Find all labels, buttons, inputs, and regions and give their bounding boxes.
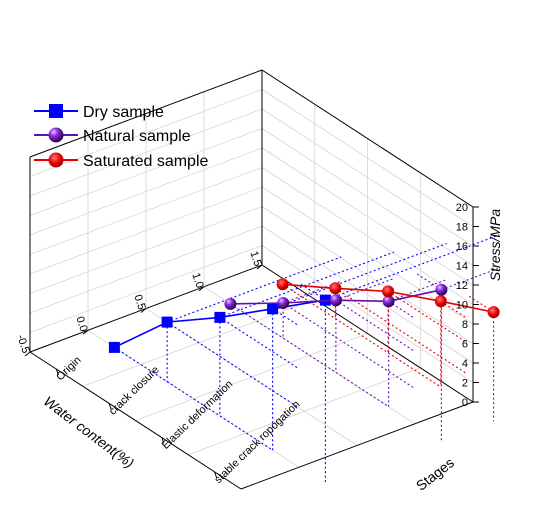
stress-tick-label: 0 <box>462 397 468 409</box>
data-point <box>329 294 342 307</box>
chart-frame <box>29 69 474 490</box>
stress-tick-label: 20 <box>456 202 468 214</box>
stress-tick-label: 12 <box>456 280 468 292</box>
frame-edge <box>29 351 242 490</box>
grid-line-stress <box>29 167 474 305</box>
drop-line <box>335 287 468 375</box>
water-tick-mark <box>82 329 89 335</box>
data-point <box>434 295 447 308</box>
grid-line-stress <box>29 128 474 266</box>
drop-line <box>219 251 395 318</box>
water-tick-mark <box>256 264 263 270</box>
water-tick-label: 1.0 <box>189 271 205 289</box>
data-point <box>108 341 120 353</box>
drop-line <box>282 280 342 304</box>
legend-label-natural: Natural sample <box>83 128 191 145</box>
stage-tick-mark <box>55 368 59 376</box>
legend-item-saturated: Saturated sample <box>34 152 209 170</box>
data-point <box>329 282 342 295</box>
stress-tick-label: 2 <box>462 378 468 390</box>
data-point <box>276 278 289 291</box>
data-point <box>487 306 500 319</box>
drop-line <box>388 279 447 302</box>
water-tick-mark <box>198 286 205 292</box>
legend-item-natural: Natural sample <box>34 127 191 145</box>
drop-line <box>166 321 300 409</box>
grid-line-water <box>203 91 416 425</box>
water-tick-label: -0.5 <box>14 333 31 355</box>
stage-tick-label: stable crack ropogation <box>212 398 302 486</box>
drop-line <box>325 234 500 301</box>
drop-line <box>219 316 300 370</box>
stage-tick-mark <box>214 471 218 479</box>
data-point <box>435 283 448 296</box>
water-tick-label: 0.0 <box>73 315 89 333</box>
data-point <box>214 311 226 323</box>
drop-line <box>335 299 416 353</box>
stages-axis-title: Stages <box>413 454 457 493</box>
legend: Dry sample Natural sample Saturated samp… <box>34 104 209 170</box>
drop-line <box>272 242 447 310</box>
data-point <box>267 303 279 315</box>
stress-tick-label: 18 <box>456 222 468 234</box>
stage-tick-mark <box>108 403 112 410</box>
data-point <box>277 297 290 309</box>
stress-axis-title: Stress/MPa <box>487 209 503 282</box>
stage-tick-mark <box>161 437 165 444</box>
series-layer <box>108 278 500 353</box>
data-point <box>161 316 173 328</box>
frame-edge <box>261 69 474 208</box>
legend-item-dry: Dry sample <box>34 104 164 121</box>
water-tick-mark <box>24 351 31 357</box>
legend-label-saturated: Saturated sample <box>83 153 209 170</box>
data-point <box>382 285 395 298</box>
frame-edge <box>29 69 263 158</box>
data-point <box>224 297 237 310</box>
stage-tick-label: Elastic deformation <box>160 378 236 452</box>
stress-tick-label: 6 <box>462 339 468 351</box>
stage-tick-label: crack closure <box>107 364 162 418</box>
stress-tick-label: 8 <box>462 319 468 331</box>
drop-line <box>441 267 500 291</box>
grid-line-stress <box>29 245 474 383</box>
drop-line <box>166 256 342 323</box>
stage-tick-label: Origin <box>54 354 83 383</box>
stress-tick-label: 10 <box>456 300 468 312</box>
water-tick-label: 1.5 <box>247 250 263 268</box>
stress-tick-label: 14 <box>456 261 468 273</box>
legend-label-dry: Dry sample <box>83 104 164 121</box>
drop-line <box>335 277 395 301</box>
water-tick-label: 0.5 <box>131 293 147 311</box>
water-tick-mark <box>140 308 147 313</box>
stress-tick-label: 4 <box>462 358 468 370</box>
frame-edge <box>240 401 474 490</box>
data-point <box>382 295 395 308</box>
axis-ticks: 0 2 4 6 8 10 12 14 16 18 20 -0.5 0.0 0.5 1.0 1.5 Origin c… <box>14 202 479 486</box>
stress-tick-label: 16 <box>456 241 468 253</box>
drop-line <box>282 302 416 390</box>
